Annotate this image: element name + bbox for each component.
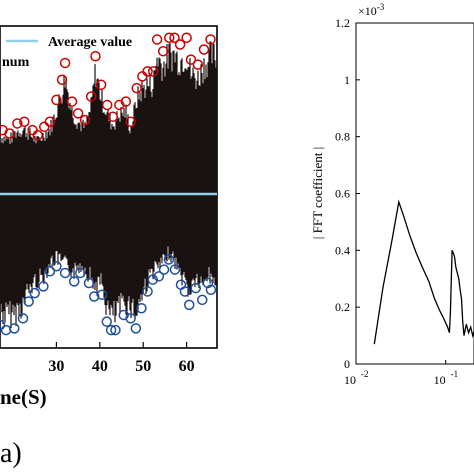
maximum-marker xyxy=(151,34,163,45)
minimum-marker xyxy=(83,277,95,289)
maximum-marker xyxy=(95,79,107,91)
maximum-marker xyxy=(72,108,84,119)
right-panel: 00.20.40.60.811.2 10-210-1100 ×10-3 | FF… xyxy=(310,2,474,387)
legend-label-average: Average value xyxy=(48,35,132,50)
minimum-marker xyxy=(38,281,49,292)
maximum-marker xyxy=(131,82,142,94)
y-multiplier-label: ×10-3 xyxy=(358,2,385,18)
minimum-marker xyxy=(179,286,191,297)
minimum-marker xyxy=(29,287,40,299)
y-tick-label: 1.2 xyxy=(335,16,350,30)
legend-label-second: num xyxy=(2,55,30,70)
maximum-marker xyxy=(59,57,71,69)
x-tick-label: 60 xyxy=(179,358,195,375)
maximum-marker xyxy=(39,121,50,133)
left-panel: 30 40 50 60 Average value num ne(S) xyxy=(0,25,218,409)
minimum-marker xyxy=(202,277,214,289)
maximum-marker xyxy=(51,94,62,106)
minimum-marker xyxy=(44,266,56,277)
minimum-marker xyxy=(169,264,181,275)
minimum-marker xyxy=(142,286,153,297)
minimum-marker xyxy=(196,294,208,306)
maximum-marker xyxy=(32,129,44,141)
maximum-marker xyxy=(44,116,56,128)
left-x-ticks: 30 40 50 60 xyxy=(48,342,195,375)
y-tick-label: 0.4 xyxy=(335,243,350,257)
x-tick-exponent: -1 xyxy=(451,369,459,379)
minimum-marker xyxy=(205,284,217,296)
right-x-ticks: 10-210-1100 xyxy=(344,360,459,387)
fft-series-line xyxy=(373,199,474,345)
maximum-marker xyxy=(157,45,169,57)
maximum-marker xyxy=(90,50,101,62)
y-tick-label: 0 xyxy=(344,357,350,371)
extrema-markers xyxy=(0,32,217,336)
maximum-marker xyxy=(147,66,159,77)
y-tick-label: 1 xyxy=(344,73,350,87)
minimum-marker xyxy=(68,276,80,287)
y-tick-label: 0.8 xyxy=(335,130,350,144)
minimum-marker xyxy=(125,313,136,324)
maximum-marker xyxy=(114,99,125,111)
maximum-marker xyxy=(205,34,216,45)
minimum-marker xyxy=(175,279,187,290)
maximum-marker xyxy=(192,59,204,70)
x-tick-exponent: -2 xyxy=(361,369,369,379)
minimum-marker xyxy=(0,319,6,331)
maximum-marker xyxy=(101,99,113,111)
minimum-marker xyxy=(59,267,71,279)
maximum-marker xyxy=(142,66,153,77)
maximum-marker xyxy=(107,111,119,122)
maximum-marker xyxy=(169,32,180,44)
minimum-marker xyxy=(147,274,159,285)
minimum-marker xyxy=(110,324,121,336)
minimum-marker xyxy=(101,316,113,327)
minimum-marker xyxy=(105,324,117,336)
x-tick-label: 30 xyxy=(48,358,64,375)
minimum-marker xyxy=(153,271,165,282)
minimum-marker xyxy=(130,323,142,334)
minimum-marker xyxy=(51,260,62,272)
x-tick-label: 40 xyxy=(92,358,108,375)
minimum-marker xyxy=(183,299,195,311)
minimum-marker xyxy=(163,254,175,265)
x-tick-label: 10 xyxy=(344,373,356,387)
right-y-axis-label: | FFT coefficient | xyxy=(310,147,325,239)
right-plot-frame xyxy=(355,22,474,365)
maximum-marker xyxy=(56,74,68,86)
minimum-marker xyxy=(0,324,12,336)
left-x-axis-label: ne(S) xyxy=(0,385,47,409)
maximum-marker xyxy=(174,39,186,50)
figure-caption: a) xyxy=(0,438,22,469)
maximum-marker xyxy=(125,116,136,128)
maximum-marker xyxy=(164,32,175,44)
maximum-marker xyxy=(181,32,192,44)
minimum-marker xyxy=(75,267,86,279)
left-signal-band xyxy=(0,41,218,329)
minimum-marker xyxy=(23,296,34,307)
minimum-marker xyxy=(190,282,201,294)
maximum-marker xyxy=(198,44,210,55)
maximum-marker xyxy=(79,114,91,126)
minimum-marker xyxy=(96,289,108,301)
minimum-marker xyxy=(88,291,100,302)
x-tick-label: 10 xyxy=(434,373,446,387)
minimum-marker xyxy=(17,313,29,324)
right-y-ticks: 0 0.2 0.4 0.6 0.8 1 1.2 xyxy=(335,16,360,371)
maximum-marker xyxy=(85,91,97,102)
maximum-marker xyxy=(137,71,148,82)
minimum-marker xyxy=(9,323,20,334)
maximum-marker xyxy=(12,118,23,129)
x-tick-label: 50 xyxy=(135,358,151,375)
maximum-marker xyxy=(19,116,30,128)
minimum-marker xyxy=(158,264,170,275)
maximum-marker xyxy=(66,96,78,107)
y-tick-label: 0.6 xyxy=(335,187,350,201)
maximum-marker xyxy=(185,54,197,65)
maximum-marker xyxy=(120,96,132,107)
minimum-marker xyxy=(136,302,147,314)
y-tick-label: 0.2 xyxy=(335,300,350,314)
maximum-marker xyxy=(4,128,15,139)
